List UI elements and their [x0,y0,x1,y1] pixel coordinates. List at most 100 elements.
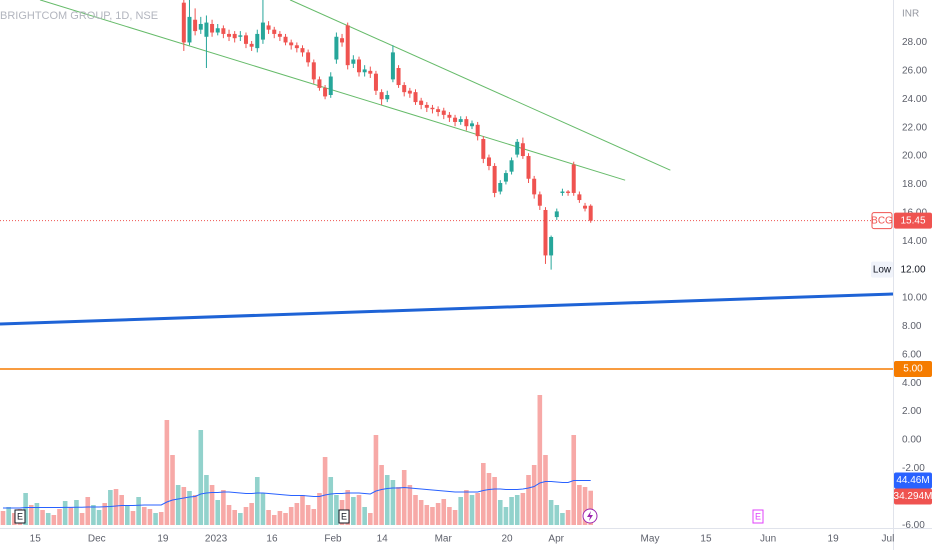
trend-line [0,292,893,326]
volume-bar [548,500,554,525]
candle-body [424,104,429,108]
candle-body [198,23,203,30]
candle-body [294,45,299,49]
low-name-tag: Low [873,264,892,275]
volume-bar [170,455,175,525]
volume-bar [260,493,266,525]
candle-body [379,92,384,100]
x-tick-label: 15 [30,534,42,545]
volume-bar [108,490,113,525]
candle-body [509,160,514,172]
volume-bar [271,515,277,525]
volume-bar [520,493,526,525]
volume-tag-bg [894,488,932,505]
x-tick-label: Dec [88,534,106,545]
volume-bar [418,500,424,525]
volume-bar [367,513,373,525]
candle-body [436,109,441,113]
candle-body [554,211,559,218]
candle-body [447,114,452,118]
x-tick-label: Feb [324,534,342,545]
volume-bar [305,505,311,525]
volume-bar [249,503,254,525]
volume-ma-line [2,480,591,509]
event-marker [14,509,26,524]
candle-body [560,191,565,193]
volume-bar [215,500,221,525]
volume-bar [232,510,237,525]
y-tick-label: 6.00 [902,349,922,360]
volume-bar [413,495,418,525]
candle-body [453,117,458,122]
y-tick-label: 8.00 [902,321,922,332]
candle-body [396,68,401,86]
volume-bar [543,455,548,525]
candle-body [430,107,435,110]
volume-bar [198,430,204,525]
volume-bar [113,489,119,525]
candle-body [334,36,339,60]
volume-bar [582,487,588,525]
candle-body [583,205,588,209]
volume-bar [526,475,531,525]
candle-body [255,33,260,49]
volume-bar [458,497,464,525]
volume-bar [28,505,34,525]
candle-body [289,42,294,46]
candle-body [520,143,525,157]
volume-bar [79,513,85,525]
candle-body [407,90,412,94]
volume-bar [407,485,413,525]
candle-body [577,194,582,201]
volume-bar [221,490,226,525]
volume-tag: 34.294M [894,491,932,502]
volume-bar [136,497,141,525]
event-marker [752,509,764,524]
volume-bar [481,463,486,525]
volume-bar [317,493,322,525]
candle-body [232,33,237,39]
volume-bar [51,515,57,525]
volume-bar [373,435,379,525]
volume-bar [96,510,102,525]
volume-bar [351,497,356,525]
x-tick-label: 15 [700,534,712,545]
volume-bar [514,495,520,525]
candle-body [515,141,520,155]
y-tick-label: 26.00 [902,65,927,76]
volume-bar [23,493,28,525]
candle-body [181,2,186,43]
y-tick-label: 2.00 [902,406,922,417]
volume-bar [537,395,543,525]
volume-bar [492,477,497,525]
volume-bar [396,487,401,525]
candle-body [464,119,469,127]
candle-body [210,23,215,33]
volume-bar [475,493,480,525]
plot-area [0,0,893,525]
volume-bar [345,490,350,525]
low-value-tag: 12.00 [900,264,925,275]
volume-bar [441,499,447,525]
volume-bar [509,497,514,525]
volume-bar [554,505,560,525]
candle-body [566,191,571,193]
candle-body [571,164,576,193]
volume-bar [464,490,469,525]
volume-bar [430,507,435,525]
volume-bar [45,513,51,525]
x-tick-label: 2023 [205,534,228,545]
volume-bar [266,510,271,525]
volume-bar [486,473,492,525]
volume-bar [356,495,362,525]
symbol-title: BRIGHTCOM GROUP, 1D, NSE [0,10,158,22]
volume-bar [311,509,317,525]
candle-body [187,16,192,43]
symbol-tag-bg [871,212,893,230]
volume-bar [175,485,181,525]
candle-body [323,87,328,97]
candle-body [277,33,282,37]
candle-body [249,43,254,47]
candle-body [345,25,350,66]
volume-bar [384,475,390,525]
